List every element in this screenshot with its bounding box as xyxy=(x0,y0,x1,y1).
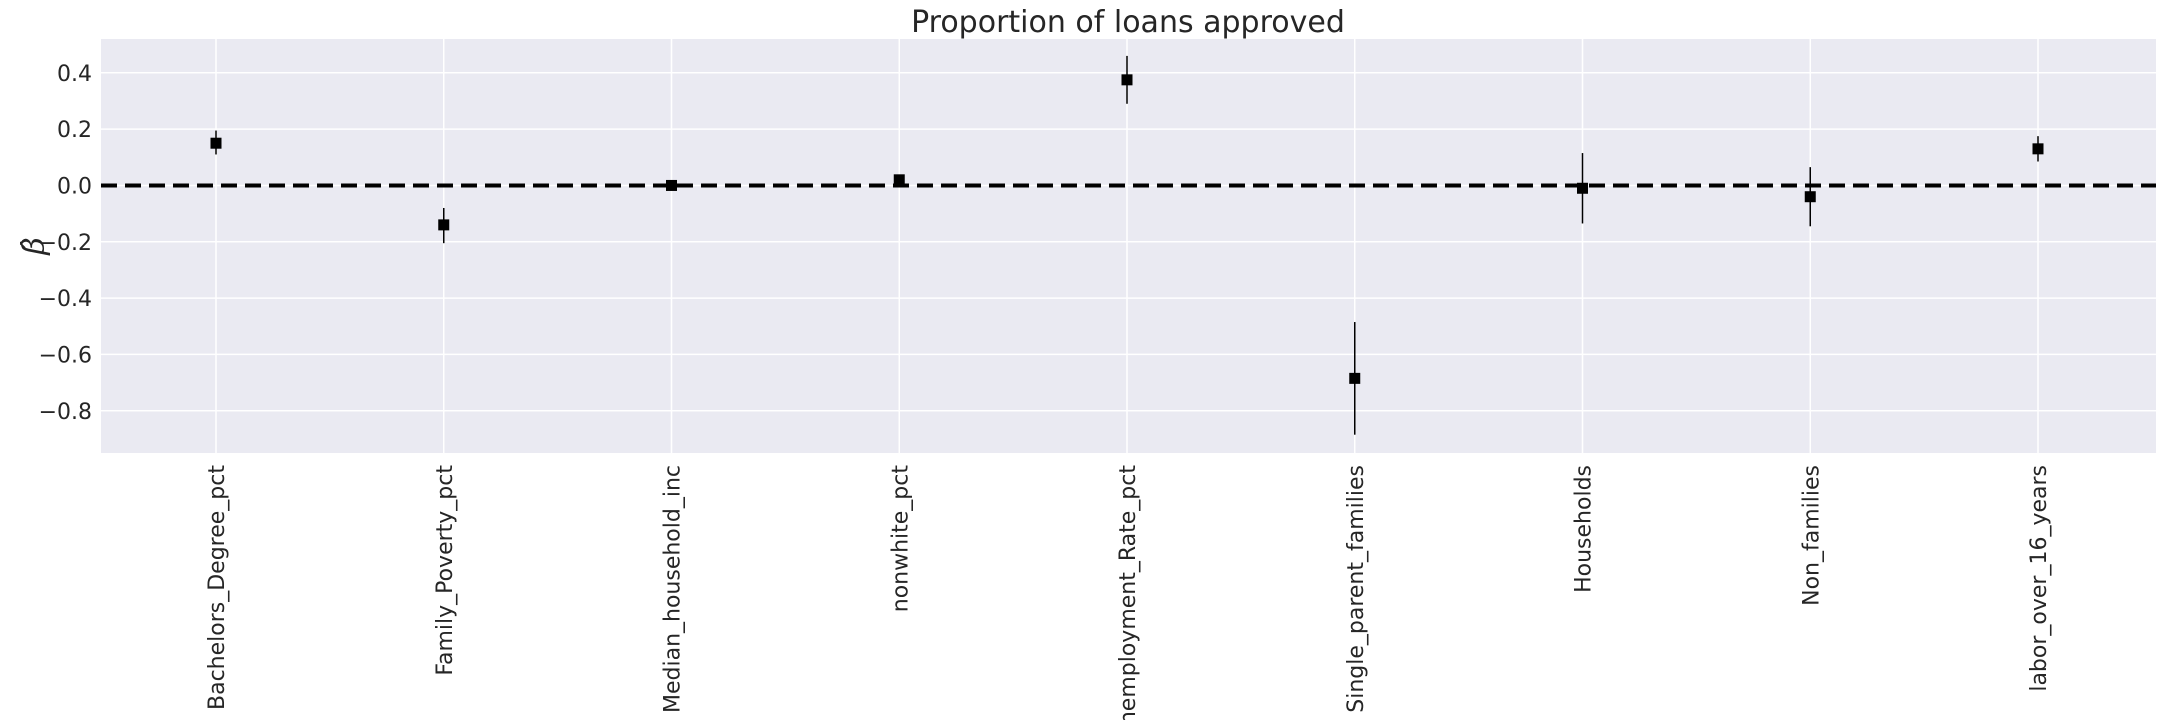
x-tick-label: Non_families xyxy=(1799,465,1824,606)
data-point xyxy=(1577,182,1588,194)
x-tick-label: Single_parent_families xyxy=(1344,465,1369,713)
data-point xyxy=(1804,191,1816,203)
data-point xyxy=(1349,372,1361,384)
y-tick-label: 0.0 xyxy=(57,174,92,199)
data-point xyxy=(1121,74,1133,86)
x-tick-label: nonwhite_pct xyxy=(888,465,913,613)
x-tick-label: Unemployment_Rate_pct xyxy=(1116,465,1141,720)
y-tick-label: 0.4 xyxy=(57,62,92,87)
data-point xyxy=(2032,143,2044,155)
y-tick-label: 0.2 xyxy=(57,118,92,143)
data-point xyxy=(666,179,677,191)
x-tick-label: Family_Poverty_pct xyxy=(433,465,458,676)
data-point xyxy=(438,219,450,231)
y-tick-labels: 0.4 0.2 0.0 −0.2 −0.4 −0.6 −0.8 xyxy=(39,62,92,425)
data-point xyxy=(210,137,222,149)
data-points xyxy=(210,74,2044,384)
y-tick-label: −0.4 xyxy=(39,287,92,312)
x-tick-label: Median_household_inc xyxy=(661,465,686,713)
data-point xyxy=(893,174,905,186)
y-tick-label: −0.6 xyxy=(39,343,92,368)
y-tick-label: −0.8 xyxy=(39,400,92,425)
chart-title: Proportion of loans approved xyxy=(911,5,1345,40)
x-tick-label: Bachelors_Degree_pct xyxy=(205,465,230,710)
x-tick-label: Households xyxy=(1572,465,1597,593)
x-tick-label: labor_over_16_years xyxy=(2027,465,2052,692)
y-tick-label: −0.2 xyxy=(39,231,92,256)
x-tick-labels: Bachelors_Degree_pct Family_Poverty_pct Me… xyxy=(205,465,2052,720)
plot-background xyxy=(101,39,2156,453)
y-axis-label: β̂ xyxy=(17,237,52,255)
